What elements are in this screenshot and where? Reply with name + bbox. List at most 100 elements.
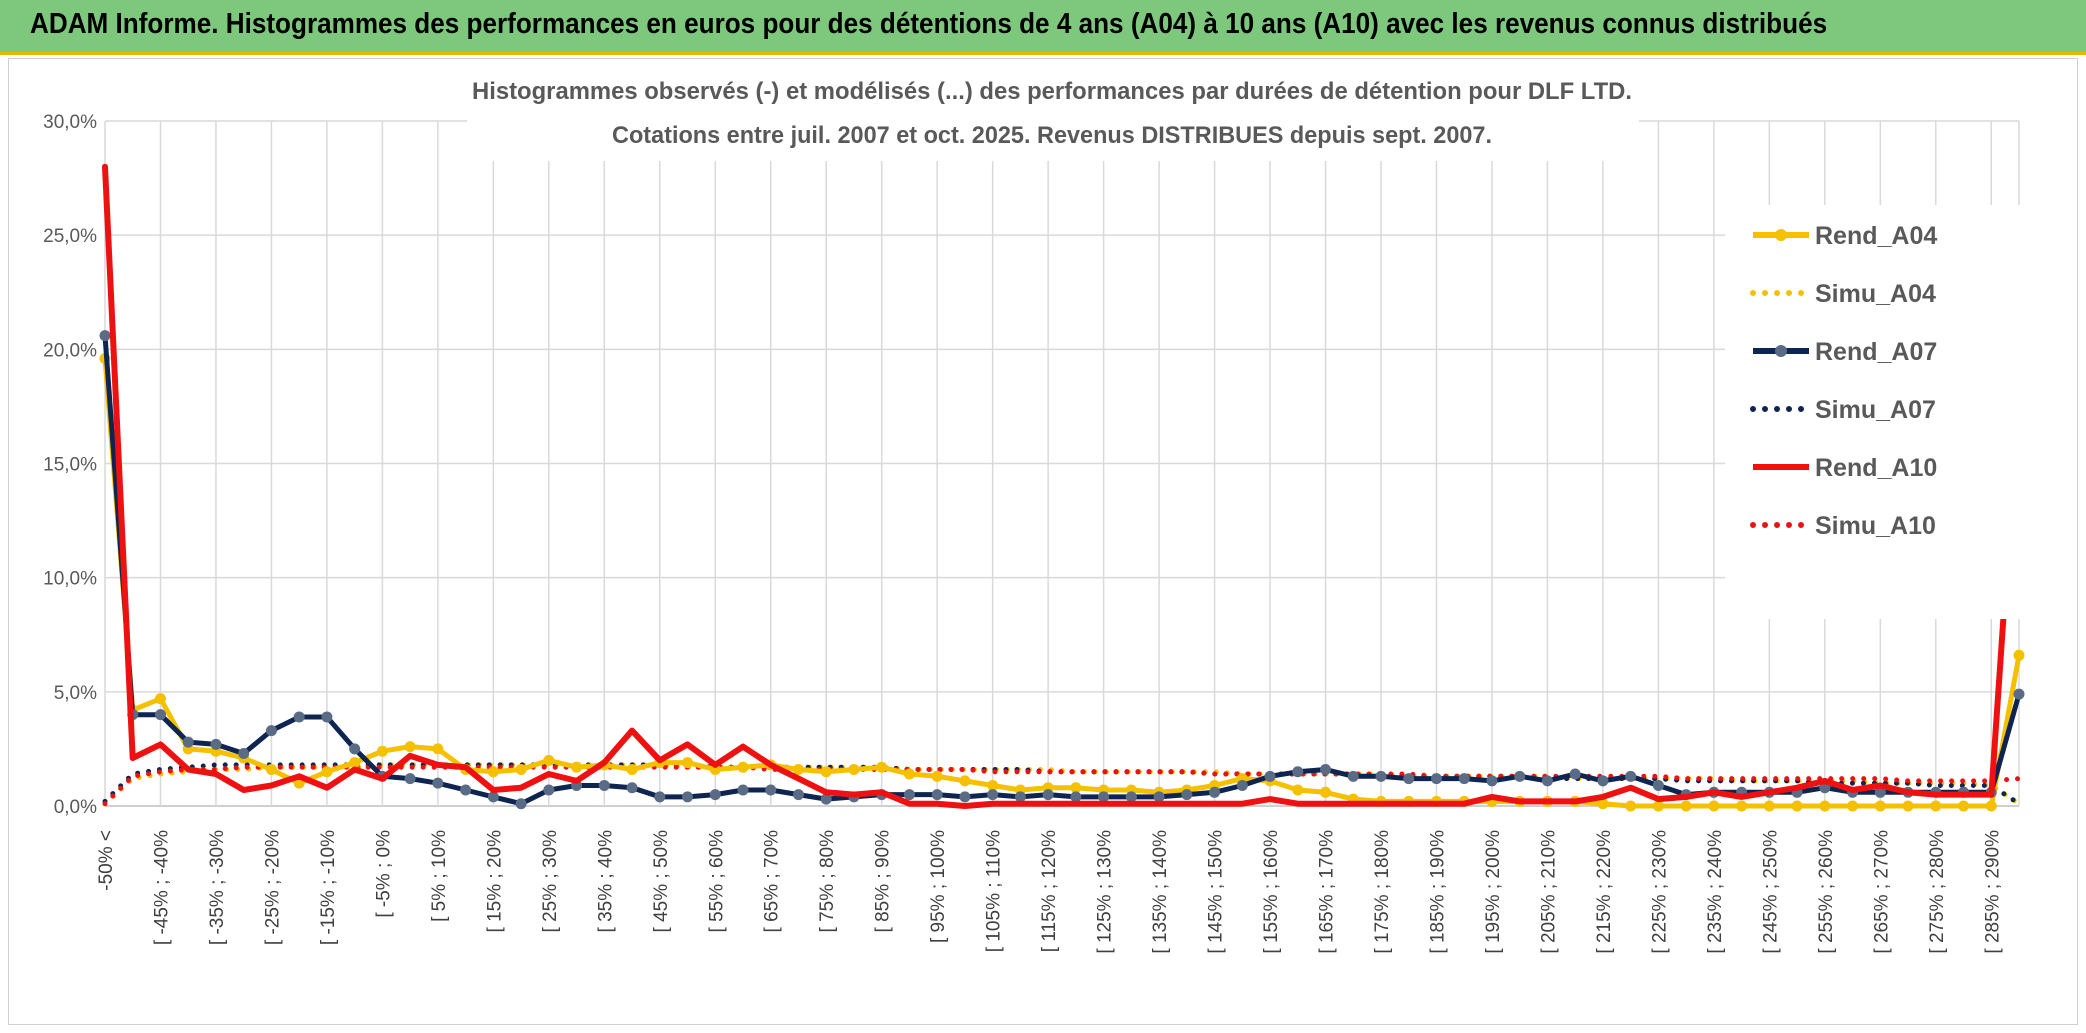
grid: [104, 120, 2020, 807]
data-point: [931, 770, 943, 782]
data-point: [709, 763, 721, 775]
data-point: [1708, 800, 1720, 812]
legend-label: Simu_A10: [1815, 512, 1936, 540]
x-tick-label: [ 55% ; 60%: [706, 830, 727, 933]
y-tick-label: 0,0%: [54, 797, 97, 818]
data-point: [432, 743, 444, 755]
data-point: [1541, 775, 1553, 787]
legend: Rend_A04 Simu_A04 Rend_A07 Simu_A07 Rend_A10…: [1750, 222, 1937, 540]
y-tick-label: 20,0%: [43, 340, 97, 361]
data-point: [1014, 791, 1026, 803]
data-point: [1403, 773, 1415, 785]
data-point: [1098, 791, 1110, 803]
data-point: [265, 763, 277, 775]
data-point: [1486, 775, 1498, 787]
data-point: [792, 789, 804, 801]
chart-frame: 0,0% 5,0% 10,0% 15,0% 20,0% 25,0% 30,0% -50% <…: [8, 58, 2078, 1025]
x-tick-label: [ 155% ; 160%: [1261, 830, 1282, 954]
x-tick-label: [ 265% ; 270%: [1871, 830, 1892, 954]
chart: 0,0% 5,0% 10,0% 15,0% 20,0% 25,0% 30,0% -50% <…: [43, 61, 2025, 954]
data-point: [765, 784, 777, 796]
x-tick-label: [ 215% ; 220%: [1594, 830, 1615, 954]
x-tick-label: [ 65% ; 70%: [762, 830, 783, 933]
data-point: [1514, 770, 1526, 782]
data-point: [460, 784, 472, 796]
data-point: [1819, 800, 1831, 812]
data-point: [654, 791, 666, 803]
x-tick-label: [ 135% ; 140%: [1150, 830, 1171, 954]
y-tick-label: 10,0%: [43, 569, 97, 590]
data-point: [1874, 800, 1886, 812]
chart-title: Histogrammes observés (-) et modélisés (…: [472, 78, 1632, 105]
x-tick-label: [ 185% ; 190%: [1427, 830, 1448, 954]
data-point: [1264, 770, 1276, 782]
legend-label: Rend_A07: [1815, 338, 1937, 366]
data-point: [1375, 770, 1387, 782]
x-tick-label: [ 275% ; 280%: [1927, 830, 1948, 954]
x-tick-label: [ 105% ; 110%: [984, 830, 1005, 952]
data-point: [1958, 800, 1970, 812]
data-point: [987, 779, 999, 791]
data-point: [598, 779, 610, 791]
x-tick-label: [ 285% ; 290%: [1982, 830, 2003, 954]
legend-label: Rend_A10: [1815, 454, 1937, 482]
x-tick-label: [ -35% ; -30%: [207, 830, 228, 945]
data-point: [737, 784, 749, 796]
x-tick-label: [ 35% ; 40%: [595, 830, 616, 933]
data-point: [1902, 800, 1914, 812]
data-point: [99, 330, 111, 342]
data-point: [682, 791, 694, 803]
data-point: [903, 768, 915, 780]
y-axis-ticks: 0,0% 5,0% 10,0% 15,0% 20,0% 25,0% 30,0%: [43, 112, 97, 818]
data-point: [1569, 768, 1581, 780]
data-point: [1625, 800, 1637, 812]
data-point: [959, 791, 971, 803]
data-point: [987, 789, 999, 801]
data-point: [238, 747, 250, 759]
x-tick-label: -50% <: [96, 830, 117, 891]
data-point: [2013, 649, 2025, 661]
data-point: [404, 741, 416, 753]
x-tick-label: [ 75% ; 80%: [817, 830, 838, 933]
data-point: [1985, 800, 1997, 812]
data-point: [1458, 773, 1470, 785]
data-point: [1597, 775, 1609, 787]
data-point: [515, 763, 527, 775]
data-point: [792, 763, 804, 775]
series-line-rend-a10: [102, 163, 2022, 809]
data-point: [293, 711, 305, 723]
data-point: [1430, 773, 1442, 785]
data-point: [1874, 786, 1886, 798]
data-point: [959, 775, 971, 787]
data-point: [848, 763, 860, 775]
data-point: [265, 725, 277, 737]
data-point: [1847, 800, 1859, 812]
y-tick-label: 25,0%: [43, 226, 97, 247]
data-point: [1070, 791, 1082, 803]
data-point: [487, 791, 499, 803]
legend-label: Simu_A04: [1815, 280, 1936, 308]
y-tick-label: 5,0%: [54, 683, 97, 704]
legend-label: Rend_A04: [1815, 222, 1937, 250]
x-tick-label: [ 45% ; 50%: [651, 830, 672, 933]
data-point: [376, 745, 388, 757]
data-point: [1292, 784, 1304, 796]
title-background: [467, 61, 1639, 161]
x-tick-label: [ -45% ; -40%: [151, 830, 172, 945]
x-tick-label: [ 15% ; 20%: [484, 830, 505, 933]
data-point: [1070, 782, 1082, 794]
x-axis-ticks: -50% < [ -45% ; -40% [ -35% ; -30% [ -25% ;…: [96, 830, 2003, 954]
data-point: [820, 766, 832, 778]
data-point: [709, 789, 721, 801]
data-point: [820, 793, 832, 805]
data-point: [682, 757, 694, 769]
x-tick-label: [ -15% ; -10%: [318, 830, 339, 945]
page-title: ADAM Informe. Histogrammes des performan…: [30, 8, 1828, 40]
data-point: [349, 743, 361, 755]
data-point: [1652, 800, 1664, 812]
data-point: [1736, 800, 1748, 812]
x-tick-label: [ 195% ; 200%: [1483, 830, 1504, 954]
data-point: [1181, 789, 1193, 801]
data-point: [1791, 800, 1803, 812]
data-point: [1625, 770, 1637, 782]
